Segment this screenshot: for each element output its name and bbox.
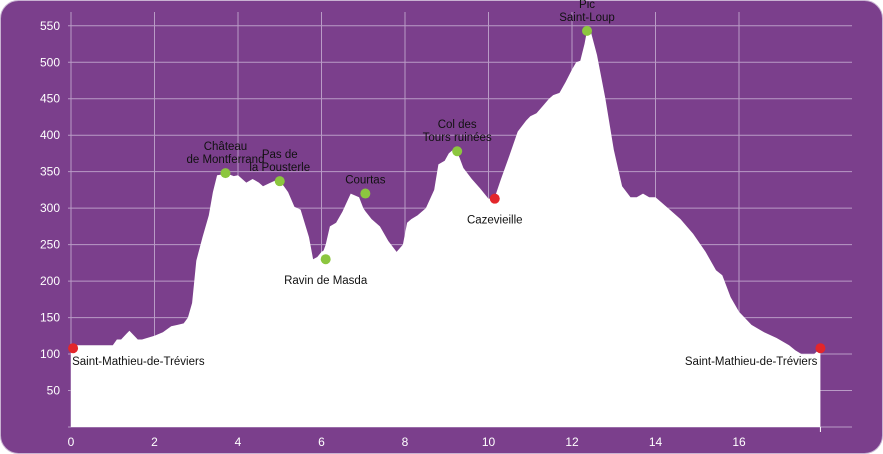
- summit-marker: [360, 188, 371, 199]
- waypoint-label-line: Col des: [438, 119, 477, 131]
- endpoint-marker: [815, 343, 826, 354]
- y-tick-label: 250: [40, 238, 60, 252]
- waypoint-label-line: Tours ruinées: [423, 132, 492, 144]
- summit-marker: [220, 168, 231, 179]
- y-tick-label: 400: [40, 128, 60, 142]
- waypoint-label-line: Saint-Loup: [559, 12, 615, 24]
- waypoint-label-line: Saint-Mathieu-de-Tréviers: [685, 356, 818, 368]
- waypoint-labels: Saint-Mathieu-de-Tréviers Château de Montf…: [72, 0, 818, 368]
- summit-marker: [582, 25, 593, 36]
- x-tick-label: 2: [151, 435, 158, 449]
- x-tick-label: 16: [732, 435, 746, 449]
- x-tick-label: 6: [318, 435, 325, 449]
- endpoint-marker: [68, 343, 79, 354]
- y-tick-label: 100: [40, 347, 60, 361]
- summit-marker: [452, 146, 463, 157]
- x-tick-label: 4: [235, 435, 242, 449]
- x-tick-label: 0: [68, 435, 75, 449]
- waypoint-label-line: Pic: [579, 0, 595, 11]
- waypoint-label: Château de Montferrand: [186, 141, 264, 166]
- x-tick-label: 12: [565, 435, 579, 449]
- y-tick-label: 500: [40, 55, 60, 69]
- y-tick-label: 300: [40, 201, 60, 215]
- waypoint-label: Cazevieille: [467, 215, 523, 227]
- y-tick-label: 200: [40, 274, 60, 288]
- waypoint-label-line: Château: [204, 141, 247, 153]
- x-tick-label: 10: [482, 435, 496, 449]
- endpoint-marker: [489, 193, 500, 204]
- waypoint-label-line: Saint-Mathieu-de-Tréviers: [72, 356, 205, 368]
- y-tick-label: 450: [40, 92, 60, 106]
- waypoint-markers: [68, 25, 826, 354]
- waypoint-label-line: Ravin de Masda: [284, 275, 368, 287]
- waypoint-label-line: de Montferrand: [186, 154, 264, 166]
- y-axis-tick-labels: 50 100 150 200 250 300 350 400 450 500 550: [40, 19, 60, 398]
- waypoint-label-line: Cazevieille: [467, 215, 523, 227]
- waypoint-label: Pas de la Pousterle: [249, 149, 310, 174]
- waypoint-label-line: Courtas: [345, 175, 386, 187]
- waypoint-label-line: la Pousterle: [249, 162, 310, 174]
- waypoint-label: Ravin de Masda: [284, 275, 368, 287]
- waypoint-label-line: Pas de: [262, 149, 298, 161]
- summit-marker: [320, 254, 331, 265]
- waypoint-label: Courtas: [345, 175, 386, 187]
- waypoint-label: Saint-Mathieu-de-Tréviers: [72, 356, 205, 368]
- y-tick-label: 50: [47, 384, 61, 398]
- y-tick-label: 350: [40, 165, 60, 179]
- waypoint-label: Pic Saint-Loup: [559, 0, 615, 24]
- x-axis-tick-labels: 0 2 4 6 8 10 12 14 16: [68, 435, 746, 449]
- x-tick-label: 8: [402, 435, 409, 449]
- summit-marker: [274, 176, 285, 187]
- y-tick-label: 150: [40, 311, 60, 325]
- x-tick-label: 14: [649, 435, 663, 449]
- y-tick-label: 550: [40, 19, 60, 33]
- waypoint-label: Saint-Mathieu-de-Tréviers: [685, 356, 818, 368]
- elevation-area: [71, 30, 821, 428]
- waypoint-label: Col des Tours ruinées: [423, 119, 492, 144]
